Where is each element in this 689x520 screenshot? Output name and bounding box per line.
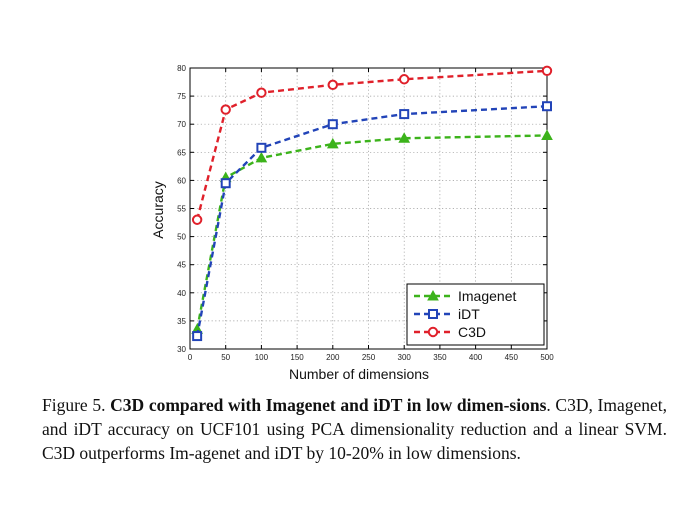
- legend-label-c3d: C3D: [458, 324, 486, 340]
- x-tick-label: 500: [540, 353, 554, 362]
- legend-label-imagenet: Imagenet: [458, 288, 516, 304]
- y-tick-label: 60: [177, 176, 186, 185]
- x-tick-label: 100: [255, 353, 269, 362]
- x-tick-label: 50: [221, 353, 230, 362]
- data-point-idt: [399, 109, 410, 120]
- y-tick-label: 70: [177, 120, 186, 129]
- series-line-imagenet: [195, 134, 548, 330]
- series-line-c3d: [195, 69, 548, 221]
- y-axis-label: Accuracy: [150, 181, 166, 239]
- series-c3d: [191, 65, 553, 225]
- data-point-c3d: [541, 65, 553, 77]
- data-point-c3d: [399, 74, 410, 85]
- y-tick-label: 35: [177, 317, 186, 326]
- y-tick-label: 75: [177, 92, 186, 101]
- data-point-c3d: [220, 104, 231, 115]
- accuracy-chart: 0 50 100 150 200 250 300 350 400 450 500 30 35 40 45 5…: [150, 64, 554, 382]
- data-point-idt: [192, 331, 203, 342]
- x-axis-label: Number of dimensions: [289, 366, 429, 382]
- caption-body: . C3D, Imagenet, and iDT accuracy on UCF…: [42, 395, 667, 463]
- y-tick-label: 65: [177, 148, 186, 157]
- y-tick-label: 50: [177, 233, 186, 242]
- caption-title: C3D compared with Imagenet and iDT in lo…: [110, 395, 547, 415]
- data-point-c3d: [191, 214, 203, 225]
- data-point-c3d: [256, 87, 267, 98]
- legend-label-idt: iDT: [458, 306, 480, 322]
- data-point-idt: [327, 119, 338, 130]
- series-idt: [192, 101, 552, 342]
- data-point-idt: [256, 142, 267, 153]
- x-tick-label: 250: [362, 353, 376, 362]
- data-point-imagenet: [255, 151, 268, 163]
- series-group: [191, 65, 553, 342]
- y-tick-label: 40: [177, 289, 186, 298]
- y-axis-ticks: 30 35 40 45 50 55 60 65 70 75 80: [177, 64, 547, 354]
- legend-marker-imagenet: [427, 289, 439, 301]
- legend: Imagenet iDT C3D: [406, 283, 545, 346]
- x-tick-label: 450: [505, 353, 519, 362]
- legend-marker-c3d: [427, 326, 439, 338]
- data-point-idt: [220, 178, 231, 189]
- figure-caption: Figure 5. C3D compared with Imagenet and…: [42, 393, 667, 465]
- series-line-idt: [195, 105, 548, 337]
- y-tick-label: 55: [177, 205, 186, 214]
- y-tick-label: 80: [177, 64, 186, 73]
- data-point-imagenet: [541, 129, 553, 140]
- caption-prefix: Figure 5.: [42, 395, 111, 415]
- data-point-idt: [542, 101, 552, 112]
- x-tick-label: 350: [433, 353, 447, 362]
- x-tick-label: 200: [326, 353, 340, 362]
- x-tick-label: 150: [290, 353, 304, 362]
- legend-marker-idt: [428, 309, 438, 319]
- x-tick-label: 400: [469, 353, 483, 362]
- y-tick-label: 45: [177, 261, 186, 270]
- data-point-imagenet: [398, 132, 411, 143]
- x-tick-label: 300: [398, 353, 412, 362]
- data-point-c3d: [327, 79, 338, 91]
- x-tick-label: 0: [188, 353, 193, 362]
- data-point-imagenet: [326, 137, 339, 149]
- y-tick-label: 30: [177, 345, 186, 354]
